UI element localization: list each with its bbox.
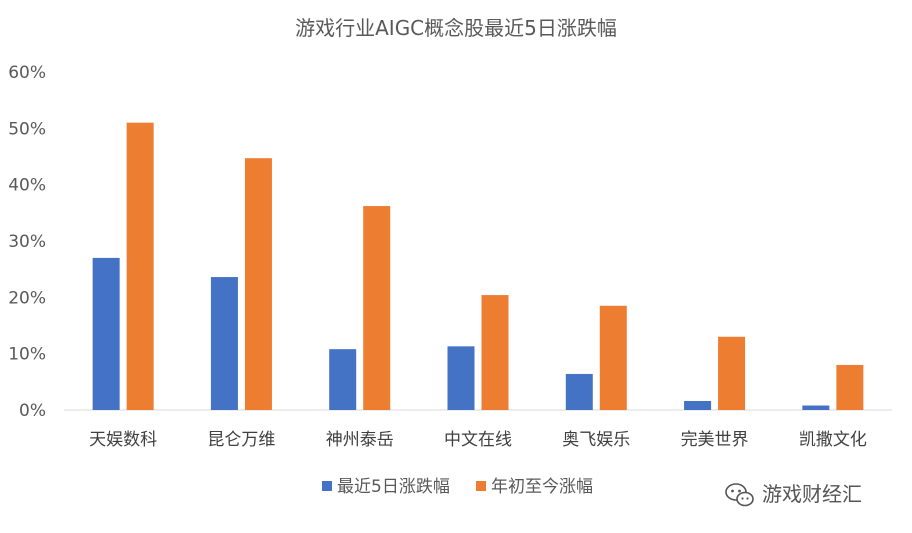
bar [92,257,120,410]
bar [684,400,712,410]
y-axis: 0% 10% 20% 30% 40% 50% 60% [8,63,46,421]
bar [210,277,238,410]
x-tick-label: 昆仑万维 [207,430,275,450]
legend: 最近5日涨跌幅 年初至今涨幅 [322,477,593,497]
x-axis: 天娱数科 昆仑万维 神州泰岳 中文在线 奥飞娱乐 完美世界 凯撒文化 [89,430,867,450]
x-tick-label: 凯撒文化 [799,430,867,450]
wechat-icon [725,483,754,507]
x-tick-label: 中文在线 [444,430,512,450]
bar [244,158,272,410]
x-tick-label: 完美世界 [681,430,749,450]
bar [802,405,830,410]
legend-item: 最近5日涨跌幅 [337,477,450,497]
bar [329,349,357,410]
bar [363,206,391,410]
y-tick-label: 30% [8,232,46,252]
y-tick-label: 20% [8,288,46,308]
x-tick-label: 神州泰岳 [326,430,394,450]
bar [599,305,627,410]
y-tick-label: 0% [19,401,46,421]
bar [126,122,154,410]
watermark: 游戏财经汇 [725,482,862,507]
x-tick-label: 天娱数科 [89,430,157,450]
watermark-text: 游戏财经汇 [762,482,862,506]
x-tick-label: 奥飞娱乐 [562,430,630,450]
bar [481,295,509,410]
y-tick-label: 60% [8,63,46,83]
bars [92,122,864,410]
bar [718,336,746,410]
y-tick-label: 50% [8,119,46,139]
legend-item: 年初至今涨幅 [491,477,593,497]
legend-swatch [476,481,486,491]
bar [836,364,864,410]
chart-title: 游戏行业AIGC概念股最近5日涨跌幅 [295,16,617,40]
y-tick-label: 40% [8,176,46,196]
y-tick-label: 10% [8,345,46,365]
bar [565,373,593,410]
legend-swatch [322,481,332,491]
bar [447,346,475,410]
